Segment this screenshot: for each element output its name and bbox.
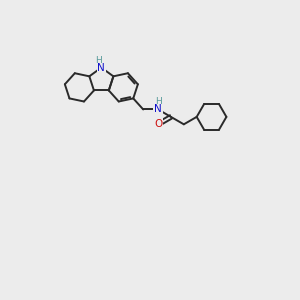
Text: H: H xyxy=(95,56,101,64)
Text: H: H xyxy=(155,98,161,106)
Text: O: O xyxy=(154,119,162,129)
Text: N: N xyxy=(98,63,105,73)
Text: N: N xyxy=(154,104,162,115)
